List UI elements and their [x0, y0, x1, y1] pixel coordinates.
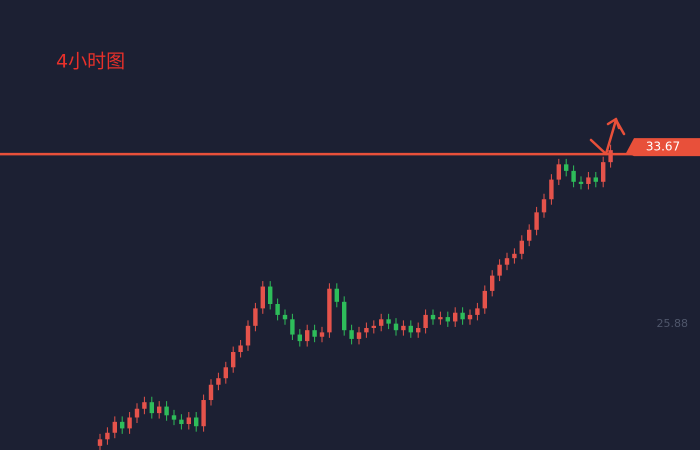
- chart-title: 4小时图: [56, 51, 125, 73]
- candle-body: [608, 150, 613, 163]
- candle-body: [364, 328, 369, 333]
- candle-body: [201, 400, 206, 427]
- candle-body: [497, 264, 502, 276]
- candle-body: [593, 177, 598, 182]
- candle-body: [356, 332, 362, 339]
- candle-body: [401, 325, 406, 331]
- candle-body: [238, 345, 243, 353]
- candle-body: [475, 308, 480, 315]
- candle-body: [423, 314, 428, 329]
- candle-body: [112, 421, 117, 433]
- candle-body: [482, 290, 487, 309]
- candle-body: [571, 170, 576, 182]
- candle-body: [490, 275, 495, 291]
- candle-body: [519, 240, 524, 254]
- candle-body: [386, 319, 391, 324]
- candle-body: [327, 288, 332, 333]
- candle-body: [312, 330, 317, 337]
- candle-body: [275, 304, 280, 315]
- annotation-arrow: [589, 117, 626, 156]
- candle-body: [371, 325, 376, 329]
- candle-body: [379, 319, 384, 326]
- candle-body: [149, 402, 154, 414]
- y-tick-label: 25.88: [657, 317, 689, 330]
- candle-body: [290, 319, 295, 335]
- candle-body: [223, 367, 228, 379]
- candle-body: [268, 286, 273, 305]
- candle-body: [305, 330, 310, 342]
- candle-body: [445, 317, 450, 322]
- candle-body: [194, 417, 199, 427]
- candle-body: [253, 308, 258, 326]
- candle-body: [120, 421, 125, 429]
- candle-body: [527, 229, 532, 241]
- candle-body: [282, 314, 288, 320]
- candle-body: [231, 352, 236, 368]
- candle-body: [157, 406, 162, 414]
- candle-body: [134, 408, 140, 418]
- arrow-path: [589, 118, 626, 156]
- candle-body: [578, 181, 584, 184]
- candle-body: [334, 288, 339, 302]
- candle-body: [319, 332, 325, 337]
- candle-body: [504, 258, 510, 265]
- candle-body: [105, 432, 110, 440]
- candle-body: [534, 212, 539, 230]
- candle-body: [260, 286, 265, 309]
- candle-body: [349, 330, 354, 339]
- candle-body: [216, 378, 221, 385]
- candle-body: [430, 314, 436, 320]
- candle-body: [142, 402, 147, 409]
- candle-body: [164, 406, 169, 416]
- candle-body: [541, 199, 547, 213]
- candle-body: [549, 179, 554, 200]
- candle-body: [416, 328, 421, 333]
- candle-body: [245, 325, 251, 346]
- candle-body: [208, 384, 214, 401]
- candle-body: [342, 301, 347, 331]
- candle-body: [512, 253, 517, 259]
- candle-body: [97, 439, 103, 446]
- candle-body: [171, 415, 177, 420]
- candle-body: [127, 417, 132, 429]
- candle-body: [586, 177, 591, 184]
- candle-body: [393, 323, 399, 331]
- candle-body: [297, 334, 302, 342]
- candle-body: [186, 417, 191, 425]
- candle-body: [556, 164, 561, 180]
- candle-body: [460, 312, 465, 320]
- candle-body: [408, 325, 413, 333]
- price-tag: [626, 138, 700, 157]
- candle-body: [601, 162, 606, 182]
- candle-body: [467, 314, 473, 320]
- candle-body: [179, 419, 184, 425]
- candle-body: [453, 312, 458, 322]
- candle-body: [564, 164, 569, 171]
- price-tag-label: 33.67: [646, 140, 680, 154]
- arrow-head: [606, 117, 621, 130]
- candle-body: [438, 317, 443, 320]
